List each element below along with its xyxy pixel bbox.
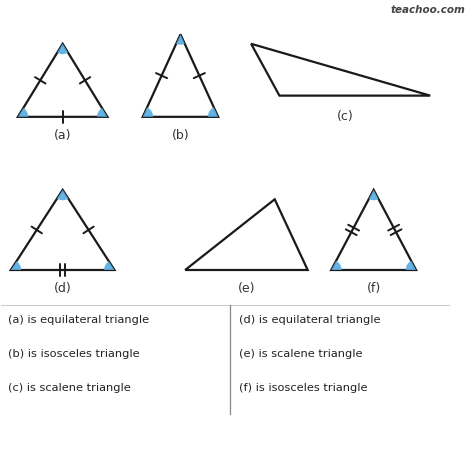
Wedge shape xyxy=(208,108,218,117)
Wedge shape xyxy=(143,108,153,117)
Wedge shape xyxy=(176,35,185,45)
Text: (a): (a) xyxy=(54,128,72,142)
Text: (b) is isosceles triangle: (b) is isosceles triangle xyxy=(9,349,140,359)
Wedge shape xyxy=(104,261,115,270)
Wedge shape xyxy=(11,261,21,270)
Text: (c): (c) xyxy=(337,110,354,123)
Text: (b): (b) xyxy=(172,128,189,142)
Wedge shape xyxy=(331,261,342,270)
Wedge shape xyxy=(406,261,416,270)
Text: (e) is scalene triangle: (e) is scalene triangle xyxy=(239,349,363,359)
Text: (e): (e) xyxy=(237,282,255,295)
Wedge shape xyxy=(57,44,68,54)
Wedge shape xyxy=(97,108,108,117)
Text: teachoo.com: teachoo.com xyxy=(391,5,465,15)
Wedge shape xyxy=(369,190,379,200)
Text: (d) is equilateral triangle: (d) is equilateral triangle xyxy=(239,315,381,325)
Text: (f): (f) xyxy=(366,282,381,295)
Text: (d): (d) xyxy=(54,282,72,295)
Text: (c) is scalene triangle: (c) is scalene triangle xyxy=(9,383,131,392)
Text: (f) is isosceles triangle: (f) is isosceles triangle xyxy=(239,383,368,392)
Wedge shape xyxy=(57,190,68,200)
Wedge shape xyxy=(18,108,28,117)
Text: (a) is equilateral triangle: (a) is equilateral triangle xyxy=(9,315,150,325)
